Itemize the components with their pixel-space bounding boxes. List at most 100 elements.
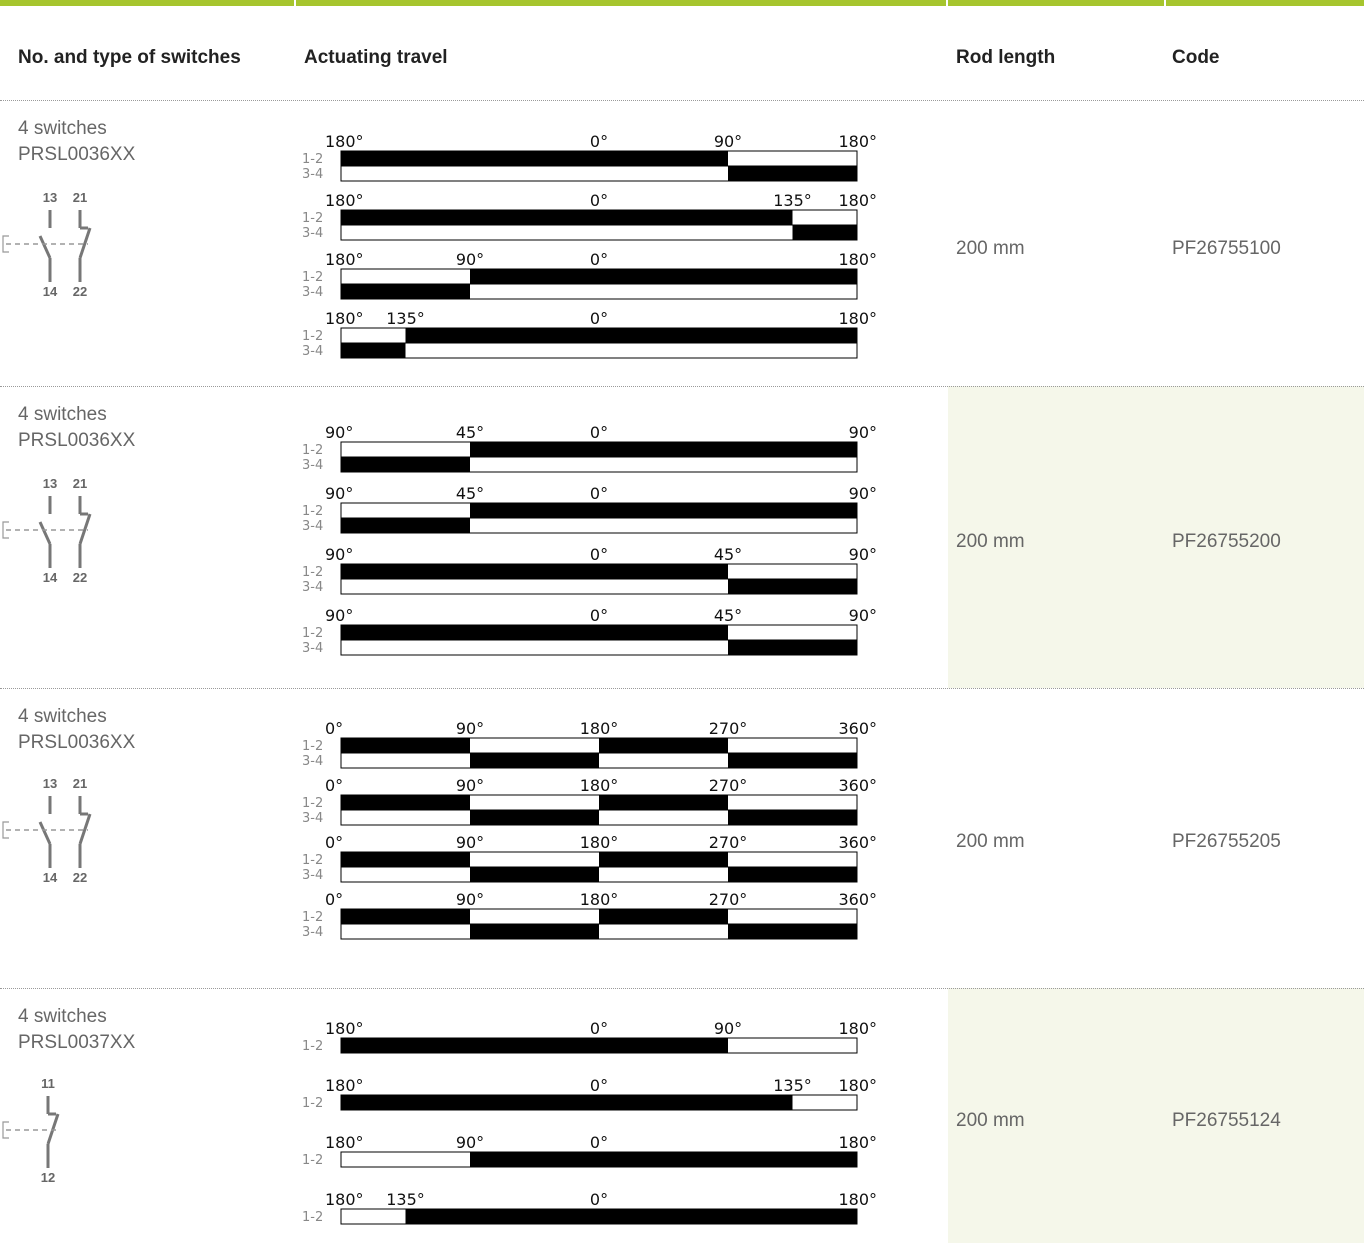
contact-pair-label: 3-4	[302, 226, 323, 241]
closed-segment	[728, 753, 857, 768]
angle-label: 45°	[456, 484, 484, 503]
angle-label: 180°	[325, 191, 364, 210]
terminal-label: 21	[73, 776, 87, 791]
contact-pair-label: 3-4	[302, 285, 323, 300]
switch-count: 4 switches	[18, 1006, 107, 1027]
accent-gap	[946, 0, 948, 6]
angle-label: 45°	[714, 545, 742, 564]
terminal-label: 21	[73, 476, 87, 491]
switch-symbol-icon: 13 21 14 22	[2, 476, 92, 585]
closed-segment	[599, 852, 728, 867]
terminal-label: 11	[41, 1076, 55, 1091]
angle-label: 180°	[838, 1019, 877, 1038]
row-shade	[948, 988, 1364, 1243]
contact-pair-label: 1-2	[302, 626, 323, 641]
angle-label: 360°	[838, 776, 877, 795]
angle-label: 0°	[590, 545, 608, 564]
closed-segment	[341, 625, 728, 640]
rod-length: 200 mm	[956, 238, 1025, 259]
contact-pair-label: 3-4	[302, 344, 323, 359]
table-row: 4 switches PRSL0036XX 200 mm PF26755205 13 21…	[0, 688, 1364, 988]
travel-diagram: 0° 90° 180° 270° 360° 1-23-4	[302, 890, 877, 940]
angle-label: 0°	[325, 890, 343, 909]
rod-length: 200 mm	[956, 531, 1025, 552]
table-row: 4 switches PRSL0037XX 200 mm PF26755124 11 12…	[0, 988, 1364, 1243]
contact-pair-label: 1-2	[302, 152, 323, 167]
angle-label: 90°	[456, 833, 484, 852]
angle-label: 45°	[456, 423, 484, 442]
closed-segment	[470, 269, 857, 284]
angle-label: 90°	[714, 132, 742, 151]
contact-pair-label: 3-4	[302, 811, 323, 826]
travel-diagram: 90° 0° 45° 90°1-23-4	[302, 545, 877, 595]
angle-label: 0°	[590, 132, 608, 151]
angle-label: 180°	[838, 309, 877, 328]
table-row: 4 switches PRSL0036XX 200 mm PF26755100 13 21…	[0, 100, 1364, 386]
closed-segment	[728, 640, 857, 655]
switch-symbol-icon: 13 21 14 22	[2, 190, 92, 299]
contact-pair-label: 3-4	[302, 641, 323, 656]
terminal-label: 13	[43, 476, 57, 491]
contact-pair-label: 1-2	[302, 443, 323, 458]
angle-label: 90°	[456, 1133, 484, 1152]
contact-pair-label: 1-2	[302, 329, 323, 344]
switch-count: 4 switches	[18, 706, 107, 727]
angle-label: 0°	[325, 776, 343, 795]
contact-pair-label: 3-4	[302, 458, 323, 473]
closed-segment	[728, 810, 857, 825]
angle-label: 180°	[325, 309, 364, 328]
closed-segment	[728, 166, 857, 181]
travel-diagram: 180° 0° 135° 180°1-23-4	[302, 191, 877, 241]
contact-pair-label: 1-2	[302, 504, 323, 519]
actuating-travel-diagrams: 90° 45° 0° 90°1-23-490° 45° 0° 90°1-23-490° 0° 4…	[302, 423, 877, 656]
angle-label: 90°	[714, 1019, 742, 1038]
product-code: PF26755200	[1172, 531, 1281, 552]
angle-label: 90°	[325, 484, 353, 503]
angle-label: 270°	[709, 776, 748, 795]
terminal-label: 22	[73, 284, 87, 299]
switch-count: 4 switches	[18, 118, 107, 139]
angle-label: 90°	[456, 890, 484, 909]
closed-segment	[470, 867, 599, 882]
travel-diagram: 0° 90° 180° 270° 360° 1-23-4	[302, 776, 877, 826]
angle-label: 180°	[580, 833, 619, 852]
closed-segment	[728, 924, 857, 939]
angle-label: 0°	[325, 833, 343, 852]
closed-segment	[470, 753, 599, 768]
closed-segment	[470, 810, 599, 825]
travel-diagram: 0° 90° 180° 270° 360° 1-23-4	[302, 833, 877, 883]
switch-model: PRSL0036XX	[18, 144, 136, 165]
accent-bar	[0, 0, 1364, 6]
closed-segment	[599, 795, 728, 810]
angle-label: 270°	[709, 719, 748, 738]
col-header-switches: No. and type of switches	[18, 47, 241, 68]
angle-label: 0°	[590, 191, 608, 210]
angle-label: 180°	[580, 719, 619, 738]
closed-segment	[341, 1038, 728, 1053]
angle-label: 90°	[849, 545, 877, 564]
travel-diagram: 0° 90° 180° 270° 360° 1-23-4	[302, 719, 877, 769]
closed-segment	[728, 579, 857, 594]
angle-label: 180°	[580, 776, 619, 795]
closed-segment	[728, 867, 857, 882]
row-shade	[948, 386, 1364, 688]
table-row: 4 switches PRSL0036XX 200 mm PF26755200 13 21…	[0, 386, 1364, 688]
angle-label: 90°	[456, 776, 484, 795]
angle-label: 135°	[386, 309, 425, 328]
product-code: PF26755205	[1172, 831, 1281, 852]
angle-label: 90°	[325, 423, 353, 442]
contact-pair-label: 3-4	[302, 580, 323, 595]
closed-segment	[470, 1152, 857, 1167]
angle-label: 90°	[849, 484, 877, 503]
travel-diagram: 180° 0° 90° 180°1-2	[302, 1019, 877, 1054]
contact-pair-label: 1-2	[302, 1096, 323, 1111]
closed-segment	[341, 738, 470, 753]
terminal-label: 22	[73, 870, 87, 885]
contact-pair-label: 3-4	[302, 754, 323, 769]
angle-label: 180°	[325, 1019, 364, 1038]
product-code: PF26755124	[1172, 1110, 1281, 1131]
terminal-label: 12	[41, 1170, 55, 1185]
switch-model: PRSL0037XX	[18, 1032, 136, 1053]
angle-label: 90°	[456, 719, 484, 738]
